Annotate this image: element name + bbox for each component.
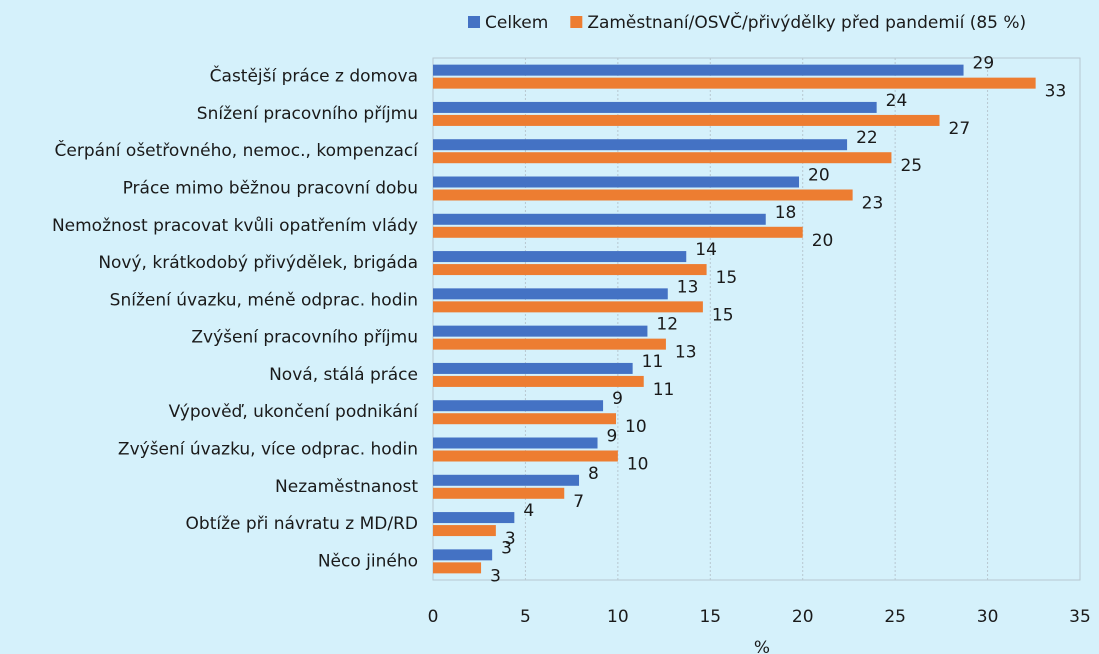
bar: [433, 325, 648, 337]
data-label: 15: [712, 305, 734, 325]
data-label: 15: [716, 268, 738, 288]
bar: [433, 487, 565, 499]
x-tick-label: 30: [977, 607, 999, 627]
bar: [433, 525, 496, 537]
bar: [433, 549, 493, 561]
bar: [433, 450, 618, 462]
y-tick-label: Výpověď, ukončení podnikání: [169, 402, 420, 422]
y-tick-label: Snížení pracovního příjmu: [197, 104, 418, 124]
bar: [433, 101, 877, 113]
data-label: 3: [501, 538, 512, 558]
bar: [433, 562, 482, 574]
data-label: 23: [862, 194, 884, 214]
y-tick-label: Obtíže při návratu z MD/RD: [186, 514, 418, 534]
data-label: 11: [653, 380, 675, 400]
y-tick-label: Nemožnost pracovat kvůli opatřením vlády: [52, 216, 418, 236]
bar: [433, 213, 766, 225]
legend-label: Celkem: [485, 13, 548, 33]
data-label: 10: [627, 455, 649, 475]
bar: [433, 114, 940, 126]
bar: [433, 64, 964, 76]
x-tick-label: 35: [1069, 607, 1091, 627]
data-label: 3: [490, 566, 501, 586]
x-tick-label: 10: [607, 607, 629, 627]
data-label: 33: [1045, 82, 1067, 102]
bar: [433, 77, 1036, 89]
y-tick-label: Nezaměstnanost: [275, 477, 418, 497]
data-label: 24: [886, 91, 908, 111]
x-axis-title: %: [754, 638, 770, 654]
y-tick-label: Nová, stálá práce: [269, 365, 418, 385]
x-tick-label: 20: [792, 607, 814, 627]
data-label: 13: [677, 277, 699, 297]
bar: [433, 152, 892, 164]
data-label: 8: [588, 464, 599, 484]
y-tick-label: Něco jiného: [318, 551, 418, 571]
data-label: 27: [949, 119, 971, 139]
y-tick-label: Snížení úvazku, méně odprac. hodin: [110, 290, 418, 310]
data-label: 9: [607, 427, 618, 447]
bar: [433, 400, 604, 412]
bar: [433, 288, 668, 300]
y-tick-label: Zvýšení pracovního příjmu: [191, 328, 418, 348]
data-label: 9: [612, 389, 623, 409]
bar: [433, 338, 666, 350]
legend-swatch: [570, 16, 583, 28]
x-tick-label: 15: [699, 607, 721, 627]
bar: [433, 362, 633, 374]
bar: [433, 176, 800, 188]
bar: [433, 375, 644, 387]
data-label: 7: [573, 492, 584, 512]
data-label: 13: [675, 343, 697, 363]
x-tick-label: 25: [884, 607, 906, 627]
bar: [433, 437, 598, 449]
data-label: 3: [505, 529, 516, 549]
data-label: 25: [900, 156, 922, 176]
y-tick-label: Častější práce z domova: [210, 65, 418, 87]
bar: [433, 226, 803, 238]
data-label: 20: [812, 231, 834, 251]
x-tick-label: 0: [428, 607, 439, 627]
data-label: 20: [808, 166, 830, 186]
data-label: 29: [973, 54, 995, 74]
legend-swatch: [468, 16, 480, 28]
y-tick-label: Zvýšení úvazku, více odprac. hodin: [118, 440, 418, 460]
y-tick-label: Čerpání ošetřovného, nemoc., kompenzací: [55, 139, 420, 161]
data-label: 18: [775, 203, 797, 223]
x-tick-label: 5: [520, 607, 531, 627]
y-tick-label: Práce mimo běžnou pracovní dobu: [123, 179, 418, 199]
data-label: 10: [625, 417, 647, 437]
bar: [433, 512, 515, 524]
bar: [433, 189, 853, 201]
legend-label: Zaměstnaní/OSVČ/přivýdělky před pandemií…: [587, 11, 1026, 33]
data-label: 4: [523, 501, 534, 521]
data-label: 12: [656, 315, 678, 335]
data-label: 22: [856, 128, 878, 148]
bar: [433, 139, 848, 151]
data-label: 11: [642, 352, 664, 372]
bar: [433, 474, 580, 486]
bar: [433, 301, 703, 313]
data-label: 14: [695, 240, 717, 260]
bar: [433, 413, 617, 425]
y-tick-label: Nový, krátkodobý přivýdělek, brigáda: [98, 253, 418, 273]
bar: [433, 264, 707, 276]
bar: [433, 251, 687, 263]
